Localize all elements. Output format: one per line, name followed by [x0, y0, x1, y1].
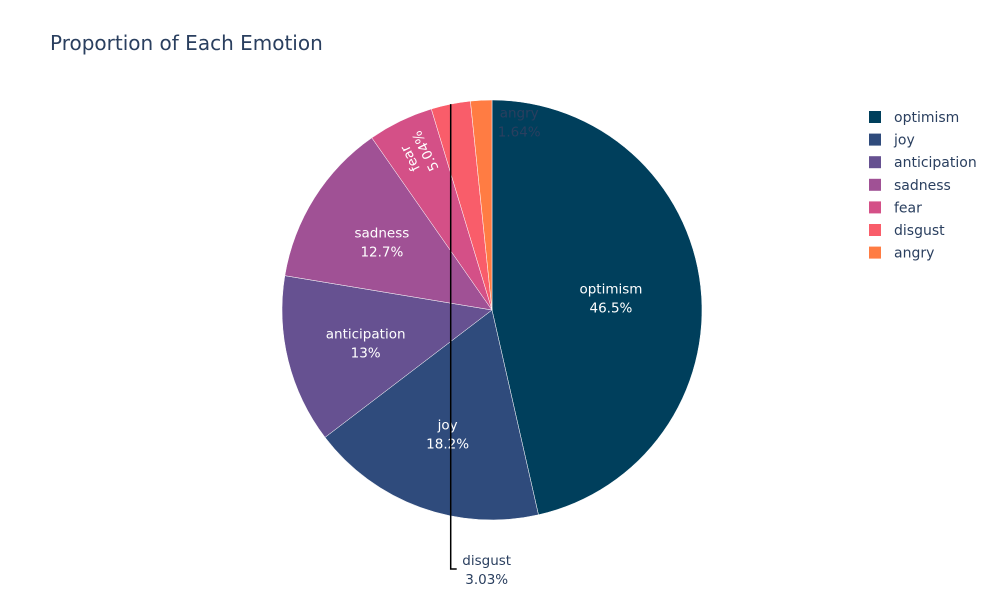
legend-item-fear[interactable]: fear: [869, 200, 922, 216]
legend-item-anticipation[interactable]: anticipation: [869, 155, 977, 171]
pie-slice-joy[interactable]: [324, 309, 539, 521]
legend-label: anticipation: [894, 155, 977, 171]
legend-item-optimism[interactable]: optimism: [869, 110, 959, 126]
svg-text:optimism: optimism: [579, 282, 642, 298]
legend-label: disgust: [894, 223, 945, 239]
legend-label: fear: [894, 200, 922, 216]
legend-label: angry: [894, 246, 934, 262]
svg-text:3.03%: 3.03%: [465, 572, 508, 588]
svg-text:1.64%: 1.64%: [498, 124, 541, 140]
svg-text:12.7%: 12.7%: [360, 245, 403, 261]
legend-swatch: [869, 133, 881, 146]
legend-swatch: [869, 201, 881, 214]
legend-item-joy[interactable]: joy: [869, 133, 915, 149]
svg-text:joy: joy: [437, 417, 458, 433]
legend-label: sadness: [894, 178, 951, 194]
legend-item-angry[interactable]: angry: [869, 246, 934, 262]
svg-text:disgust: disgust: [462, 553, 511, 569]
svg-text:angry: angry: [500, 105, 539, 121]
slice-label-optimism: optimism 46.5%: [579, 282, 642, 317]
svg-text:46.5%: 46.5%: [590, 301, 633, 317]
legend-swatch: [869, 224, 881, 236]
legend: optimism joy anticipation sadness fear disgus…: [869, 110, 977, 262]
pie-slice-anticipation[interactable]: [281, 275, 493, 438]
legend-swatch: [869, 178, 881, 191]
slice-labels: optimism 46.5% joy 18.2% anticipation 13% sadn…: [326, 104, 642, 588]
slice-label-angry: angry 1.64%: [498, 105, 541, 140]
pie-slice-sadness[interactable]: [284, 137, 493, 311]
svg-text:13%: 13%: [351, 345, 381, 361]
svg-text:anticipation: anticipation: [326, 326, 406, 342]
legend-label: optimism: [894, 110, 959, 126]
pie-slice-angry[interactable]: [470, 99, 493, 311]
svg-text:sadness: sadness: [354, 226, 409, 242]
slice-label-anticipation: anticipation 13%: [326, 326, 406, 361]
chart-title: Proportion of Each Emotion: [50, 31, 323, 55]
legend-swatch: [869, 246, 881, 259]
svg-text:18.2%: 18.2%: [426, 436, 469, 452]
legend-label: joy: [893, 133, 915, 149]
legend-item-disgust[interactable]: disgust: [869, 223, 945, 239]
legend-swatch: [869, 111, 881, 123]
slice-label-disgust: disgust 3.03%: [449, 104, 511, 588]
legend-item-sadness[interactable]: sadness: [869, 178, 951, 194]
legend-swatch: [869, 156, 881, 169]
slice-label-sadness: sadness 12.7%: [354, 226, 409, 261]
slice-label-joy: joy 18.2%: [426, 417, 469, 452]
pie-slices: [281, 99, 703, 521]
pie-slice-optimism[interactable]: [491, 99, 703, 516]
label-connector: [449, 104, 457, 570]
